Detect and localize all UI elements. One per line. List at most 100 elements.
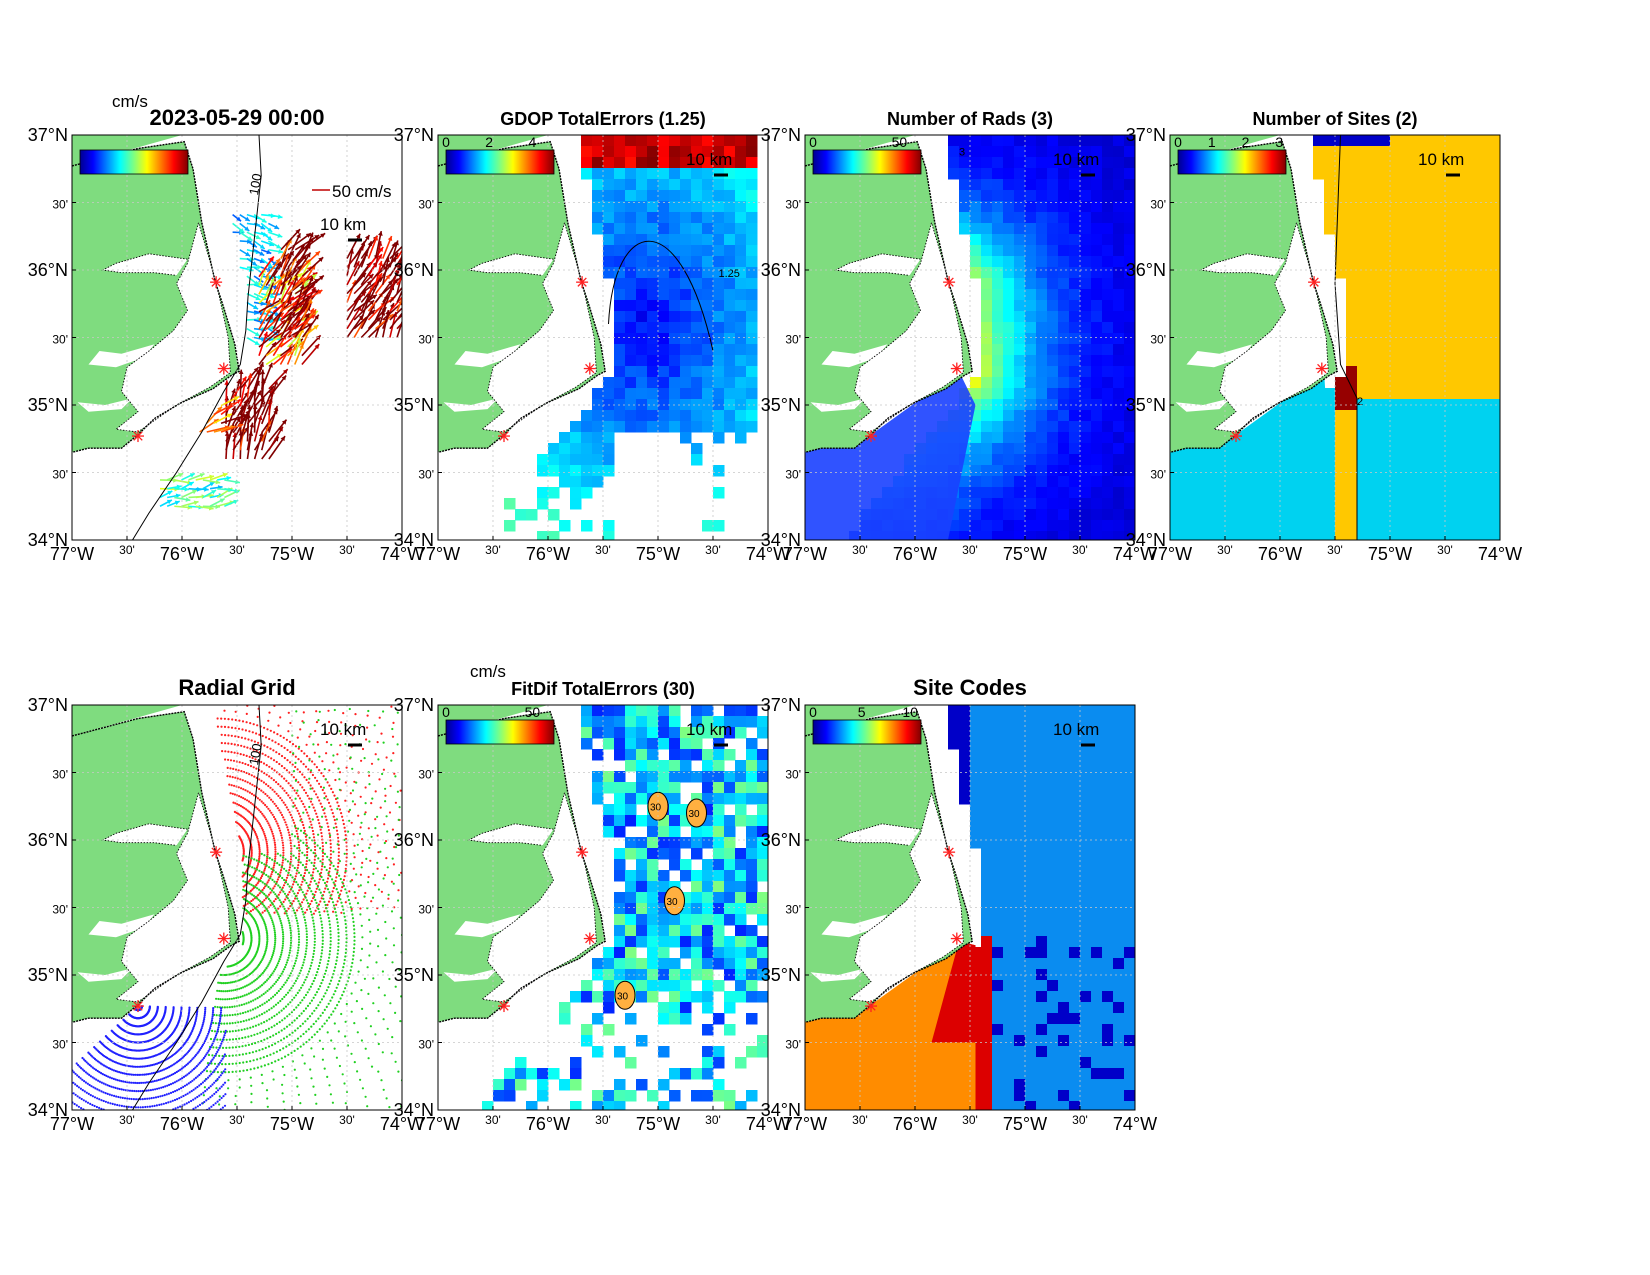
radial-point — [341, 815, 344, 818]
grid-cell — [691, 234, 703, 246]
radial-point — [239, 778, 242, 781]
grid-cell — [1423, 179, 1435, 191]
grid-cell — [636, 322, 648, 334]
pamlico-river — [821, 344, 888, 368]
grid-cell — [647, 256, 659, 268]
grid-cell — [1102, 201, 1114, 213]
grid-cell — [1478, 432, 1490, 444]
radial-point — [309, 964, 312, 967]
grid-cell — [1080, 410, 1092, 422]
grid-cell — [669, 157, 681, 169]
radial-point — [254, 1042, 257, 1045]
radial-point — [304, 1020, 307, 1023]
radial-point — [313, 928, 316, 931]
grid-cell — [669, 311, 681, 323]
radial-point — [240, 987, 243, 990]
radial-point — [312, 871, 315, 874]
lon-tick-label: 30' — [339, 543, 355, 557]
vector-head — [373, 235, 378, 241]
radial-point — [284, 910, 287, 913]
grid-cell — [1014, 366, 1026, 378]
grid-cell — [724, 190, 736, 202]
grid-cell — [658, 135, 670, 147]
grid-cell — [1124, 289, 1135, 301]
radial-point — [351, 961, 354, 965]
grid-cell — [1379, 212, 1391, 224]
radial-point — [226, 766, 229, 770]
radial-point — [255, 818, 258, 821]
grid-cell — [537, 465, 549, 477]
grid-cell — [713, 311, 725, 323]
grid-cell — [658, 355, 670, 367]
grid-cell — [1390, 509, 1402, 521]
grid-cell — [1025, 454, 1037, 466]
grid-cell — [1423, 498, 1435, 510]
grid-cell — [669, 146, 681, 158]
grid-cell — [1346, 300, 1358, 312]
radial-point — [290, 936, 293, 940]
radial-point — [336, 924, 340, 928]
site-marker — [132, 430, 144, 443]
vector-head — [403, 307, 408, 312]
radial-point — [274, 1003, 278, 1006]
radial-point — [334, 868, 337, 871]
grid-cell — [1412, 135, 1424, 147]
radial-point — [344, 951, 347, 955]
radial-point — [327, 1002, 330, 1005]
grid-cell — [680, 355, 692, 367]
radial-point — [296, 832, 299, 835]
grid-cell — [1025, 278, 1037, 290]
radial-point — [328, 950, 332, 953]
grid-cell — [669, 333, 681, 345]
grid-cell — [1080, 366, 1092, 378]
grid-cell — [658, 289, 670, 301]
grid-cell — [1058, 410, 1070, 422]
radial-point — [261, 752, 264, 755]
radial-point — [273, 905, 276, 908]
grid-cell — [647, 300, 659, 312]
radial-point — [265, 908, 268, 911]
radial-point — [273, 947, 276, 951]
grid-cell — [746, 146, 758, 158]
grid-cell — [1368, 300, 1380, 312]
radial-point — [268, 988, 271, 991]
grid-cell — [1379, 201, 1391, 213]
radial-point — [226, 981, 229, 985]
radial-point — [310, 999, 313, 1002]
scale-label: 10 km — [320, 215, 366, 234]
vector-head — [355, 261, 360, 267]
grid-cell — [1357, 465, 1369, 477]
grid-cell — [636, 168, 648, 180]
radial-point — [257, 986, 260, 990]
radial-point — [334, 990, 337, 993]
site-star-stroke — [585, 363, 595, 374]
grid-cell — [713, 135, 725, 147]
radial-point — [261, 734, 264, 738]
grid-cell — [691, 454, 703, 466]
current-vector — [346, 272, 367, 295]
grid-cell — [1445, 234, 1457, 246]
radial-point — [303, 958, 306, 961]
radial-point — [303, 872, 306, 875]
radial-point — [336, 921, 339, 924]
radial-point — [282, 884, 286, 887]
radial-point — [293, 878, 296, 881]
grid-cell — [1080, 322, 1092, 334]
vector-head — [402, 311, 407, 316]
grid-cell — [1091, 135, 1103, 147]
grid-cell — [1489, 388, 1500, 400]
radial-point — [267, 963, 270, 966]
radial-point — [275, 781, 278, 784]
radial-point — [319, 785, 323, 789]
radial-point — [253, 989, 256, 992]
grid-cell — [680, 212, 692, 224]
radial-point — [354, 713, 357, 716]
radial-point — [262, 1030, 265, 1033]
lon-tick-label: 74°W — [1113, 544, 1157, 564]
radial-point — [335, 829, 339, 832]
grid-cell — [970, 421, 982, 433]
radial-point — [332, 864, 335, 868]
grid-cell — [1025, 333, 1037, 345]
radial-point — [274, 935, 277, 938]
radial-point — [296, 809, 299, 813]
